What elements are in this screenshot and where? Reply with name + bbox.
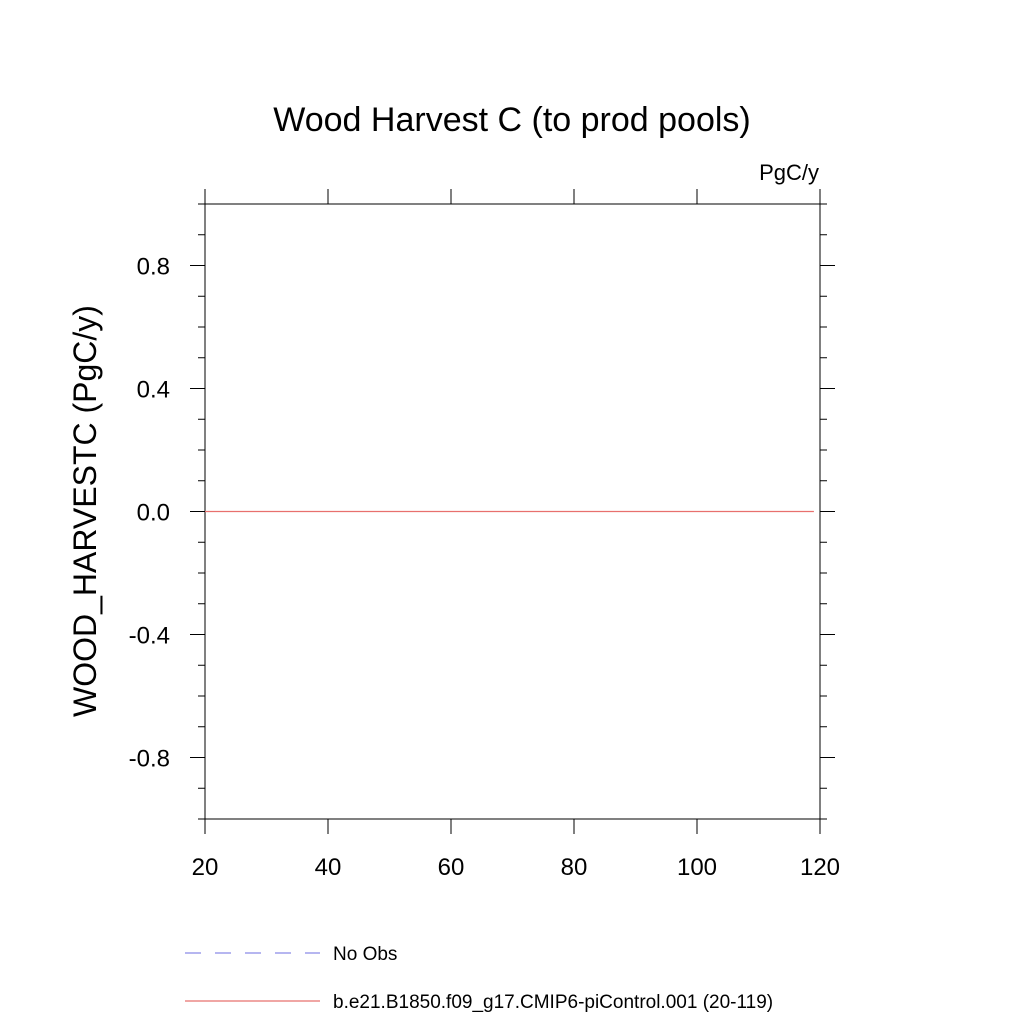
- legend-label: No Obs: [333, 944, 397, 965]
- y-tick-label: 0.4: [137, 377, 170, 404]
- legend: No Obs b.e21.B1850.f09_g17.CMIP6-piContro…: [185, 944, 773, 1013]
- x-tick-label: 80: [561, 854, 588, 881]
- x-tick-label: 20: [192, 854, 219, 881]
- plot-area: 20 40 60 80 100 120 0.8 0.4 0.0 -0.4 -0.8: [129, 189, 840, 881]
- legend-label: b.e21.B1850.f09_g17.CMIP6-piControl.001 …: [333, 992, 773, 1013]
- y-tick-label: 0.8: [137, 254, 170, 281]
- y-axis-label: WOOD_HARVESTC (PgC/y): [67, 305, 103, 717]
- y-tick-label: -0.4: [129, 623, 170, 650]
- x-tick-label: 100: [677, 854, 717, 881]
- units-label: PgC/y: [759, 160, 819, 185]
- x-tick-label: 40: [315, 854, 342, 881]
- chart-title: Wood Harvest C (to prod pools): [273, 101, 750, 139]
- y-tick-label: -0.8: [129, 746, 170, 773]
- x-tick-label: 120: [800, 854, 840, 881]
- x-tick-label: 60: [438, 854, 465, 881]
- y-tick-label: 0.0: [137, 500, 170, 527]
